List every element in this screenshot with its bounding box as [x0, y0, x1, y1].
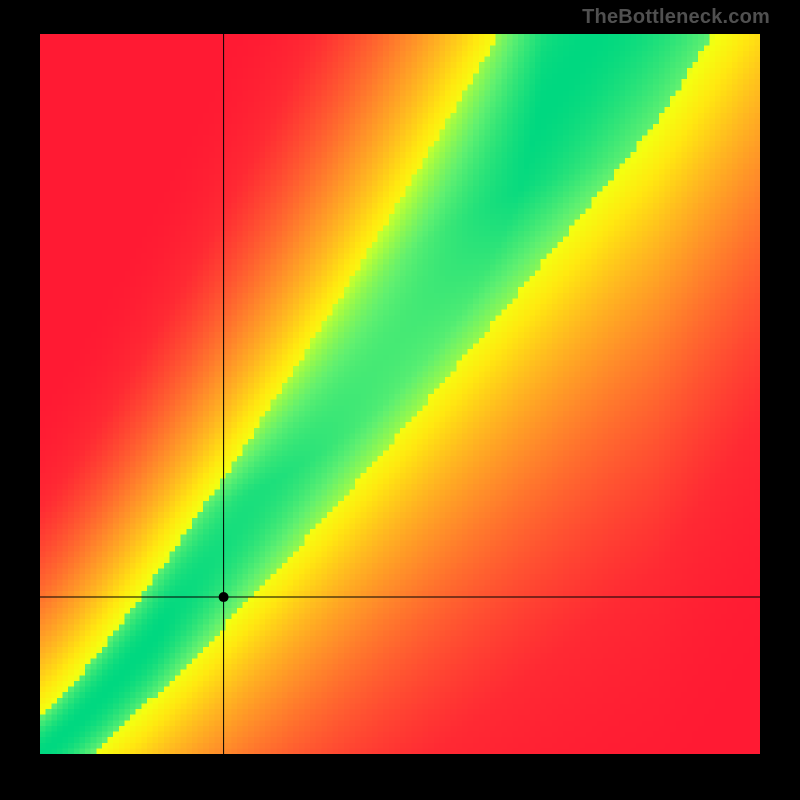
bottleneck-heatmap-container: [40, 34, 760, 754]
bottleneck-heatmap: [40, 34, 760, 754]
watermark-text: TheBottleneck.com: [582, 6, 770, 29]
